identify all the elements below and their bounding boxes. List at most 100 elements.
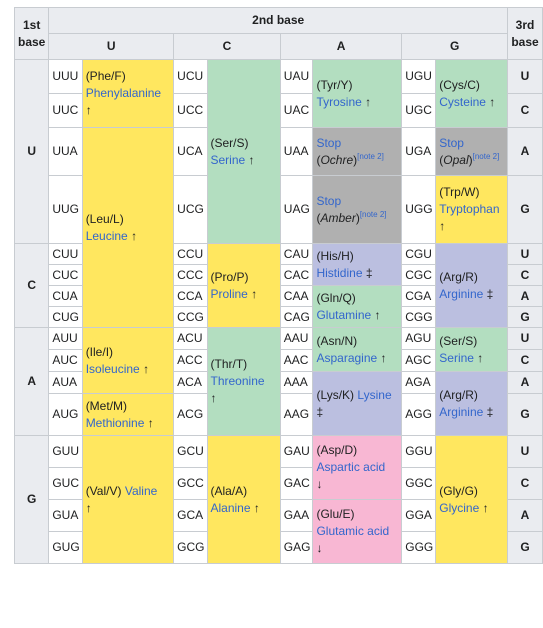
- codon: CCC: [173, 264, 208, 286]
- third-base-label: G: [507, 175, 543, 244]
- codon: GGA: [401, 499, 437, 532]
- aa-abbr: (Thr/T): [210, 357, 248, 371]
- codon: CUG: [48, 306, 83, 328]
- histidine-link[interactable]: Histidine: [316, 265, 363, 280]
- codon: AAG: [279, 393, 314, 436]
- codon: GAA: [279, 499, 314, 532]
- codon: GCA: [173, 499, 208, 532]
- aa-phenylalanine: (Phe/F) Phenylalanine ↑: [81, 59, 175, 128]
- asparagine-link[interactable]: Asparagine: [316, 350, 378, 365]
- isoleucine-link[interactable]: Isoleucine: [85, 361, 140, 376]
- aa-aspartic-acid: (Asp/D) Aspartic acid ↓: [312, 435, 403, 500]
- aspartic-acid-link[interactable]: Aspartic acid: [316, 460, 386, 474]
- codon: GCU: [173, 435, 208, 468]
- codon: GGG: [401, 531, 437, 564]
- codon: ACG: [173, 393, 208, 436]
- aa-glutamine: (Gln/Q) Glutamine ↑: [312, 285, 403, 328]
- third-base-label: U: [507, 243, 543, 265]
- aa-abbr: (Ser/S): [210, 135, 249, 150]
- codon: CGU: [401, 243, 437, 265]
- aa-mark: ↑: [439, 219, 446, 233]
- note-link[interactable]: [note 2]: [359, 209, 387, 219]
- stop-ochre: Stop (Ochre)[note 2]: [312, 127, 403, 176]
- aa-mark: ↑: [210, 391, 217, 405]
- aa-tryptophan: (Trp/W) Tryptophan ↑: [435, 175, 508, 244]
- aa-abbr: (His/H): [316, 248, 354, 263]
- stop-link[interactable]: Stop: [316, 135, 342, 150]
- codon-table-container: 1st base 2nd base 3rd base U C A G U UUU…: [13, 7, 543, 564]
- third-base-label: A: [507, 371, 543, 394]
- aa-mark: ↑: [489, 94, 496, 109]
- codon: UUU: [48, 59, 83, 94]
- codon: AGC: [401, 349, 437, 372]
- threonine-link[interactable]: Threonine: [210, 374, 265, 388]
- aa-mark: ↑: [482, 500, 489, 515]
- codon: GAC: [279, 467, 314, 500]
- aa-glycine: (Gly/G) Glycine ↑: [435, 435, 508, 564]
- stop-link[interactable]: Stop: [439, 135, 464, 150]
- aa-asparagine: (Asn/N) Asparagine ↑: [312, 327, 403, 372]
- phenylalanine-link[interactable]: Phenylalanine: [85, 86, 162, 100]
- alanine-link[interactable]: Alanine: [210, 500, 251, 515]
- third-base-label: C: [507, 93, 543, 128]
- third-base-label: A: [507, 285, 543, 307]
- serine-link[interactable]: Serine: [439, 350, 474, 365]
- cysteine-link[interactable]: Cysteine: [439, 94, 486, 109]
- stop-amber: Stop (Amber)[note 2]: [312, 175, 403, 244]
- tryptophan-link[interactable]: Tryptophan: [439, 202, 500, 216]
- aa-mark: ↑: [85, 103, 92, 117]
- aa-abbr: (Ile/I): [85, 344, 114, 359]
- codon: AUU: [48, 327, 83, 350]
- codon: GUG: [48, 531, 83, 564]
- aa-abbr: (Arg/R): [439, 387, 478, 402]
- first-base-header: 1st base: [13, 7, 50, 60]
- arginine-link[interactable]: Arginine: [439, 286, 484, 301]
- aa-mark: ↑: [365, 94, 372, 109]
- aa-threonine: (Thr/T) Threonine ↑: [206, 327, 281, 436]
- third-base-label: C: [507, 349, 543, 372]
- aa-abbr: (Gln/Q): [316, 290, 356, 305]
- third-base-label: U: [507, 327, 543, 350]
- methionine-link[interactable]: Methionine: [85, 415, 145, 430]
- first-base-c: C: [13, 243, 50, 328]
- codon: AGU: [401, 327, 437, 350]
- lysine-link[interactable]: Lysine: [357, 387, 392, 402]
- leucine-link[interactable]: Leucine: [85, 228, 128, 243]
- codon: AGA: [401, 371, 437, 394]
- aa-leucine: (Leu/L) Leucine ↑: [81, 127, 175, 328]
- codon: CAU: [279, 243, 314, 265]
- codon: UCA: [173, 127, 208, 176]
- serine-link[interactable]: Serine: [210, 152, 246, 167]
- codon: CCG: [173, 306, 208, 328]
- aa-mark: ‡: [365, 265, 373, 280]
- codon: CAC: [279, 264, 314, 286]
- aa-tyrosine: (Tyr/Y) Tyrosine ↑: [312, 59, 403, 128]
- glutamine-link[interactable]: Glutamine: [316, 307, 372, 322]
- aa-abbr: (Glu/E): [316, 507, 355, 521]
- first-base-u: U: [13, 59, 50, 244]
- first-base-a: A: [13, 327, 50, 436]
- codon: AUG: [48, 393, 83, 436]
- tyrosine-link[interactable]: Tyrosine: [316, 94, 362, 109]
- stop-link[interactable]: Stop: [316, 193, 342, 208]
- codon: CCA: [173, 285, 208, 307]
- glutamic-acid-link[interactable]: Glutamic acid: [316, 524, 390, 538]
- aa-abbr: (Trp/W): [439, 185, 480, 199]
- codon: UGU: [401, 59, 437, 94]
- valine-link[interactable]: Valine: [124, 483, 158, 498]
- codon: CCU: [173, 243, 208, 265]
- arginine-link[interactable]: Arginine: [439, 404, 484, 419]
- note-link[interactable]: [note 2]: [472, 151, 500, 161]
- codon: GAG: [279, 531, 314, 564]
- glycine-link[interactable]: Glycine: [439, 500, 480, 515]
- aa-abbr: (Cys/C): [439, 77, 480, 92]
- aa-abbr: (Asp/D): [316, 443, 358, 457]
- codon: UUG: [48, 175, 83, 244]
- aa-mark: ↑: [477, 350, 484, 365]
- codon: UUA: [48, 127, 83, 176]
- third-base-label: G: [507, 393, 543, 436]
- aa-mark: ↑: [131, 228, 138, 243]
- note-link[interactable]: [note 2]: [357, 151, 384, 161]
- codon: GAU: [279, 435, 314, 468]
- proline-link[interactable]: Proline: [210, 286, 248, 301]
